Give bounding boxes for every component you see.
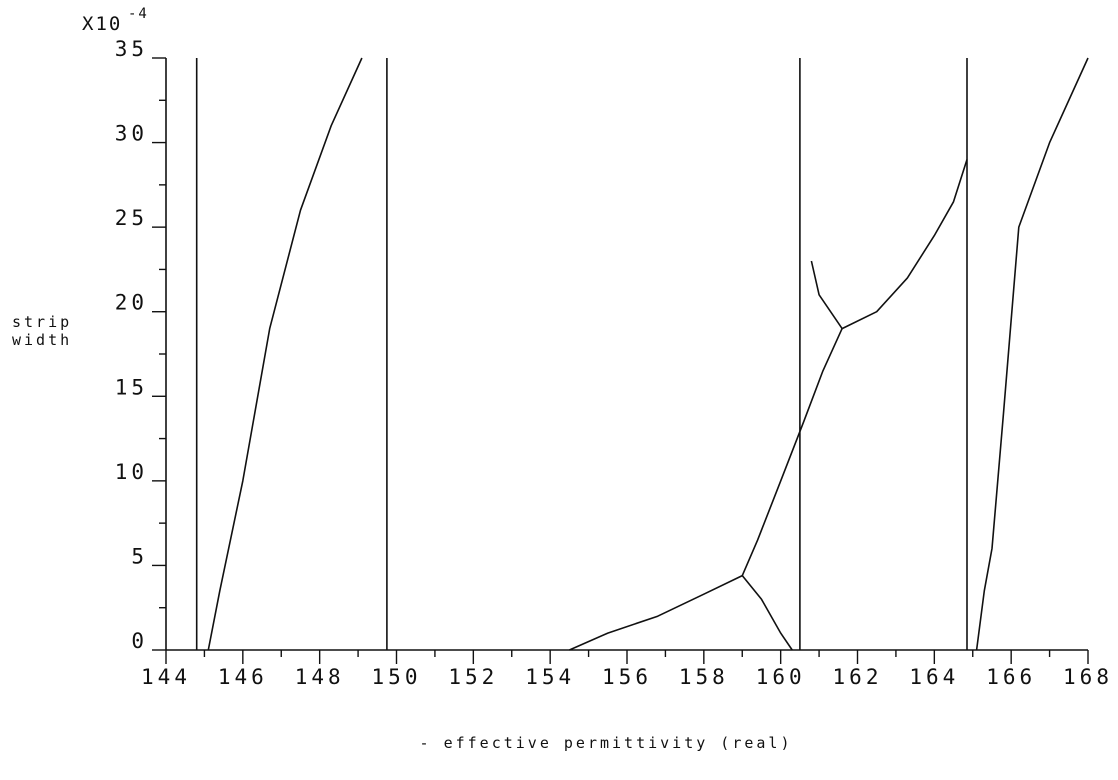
series-line-8 xyxy=(841,159,968,330)
series-line-7 xyxy=(810,260,843,330)
y-tick-label: 25 xyxy=(115,206,148,230)
x-tick-label: 162 xyxy=(833,665,883,689)
y-tick-label: 10 xyxy=(115,460,148,484)
y-tick-label: 20 xyxy=(115,291,148,315)
series-line-2 xyxy=(207,57,363,651)
x-tick-label: 164 xyxy=(909,665,959,689)
y-axis-label-line1: strip xyxy=(12,313,72,331)
x-tick-label: 148 xyxy=(295,665,345,689)
y-tick-label: 0 xyxy=(131,629,148,653)
y-tick-label: 5 xyxy=(131,544,148,568)
x-tick-label: 166 xyxy=(986,665,1036,689)
x-tick-label: 160 xyxy=(756,665,806,689)
x-tick-label: 144 xyxy=(141,665,191,689)
x-tick-label: 156 xyxy=(602,665,652,689)
x-tick-label: 150 xyxy=(372,665,422,689)
y-axis-label-line2: width xyxy=(12,331,72,349)
x-tick-label: 146 xyxy=(218,665,268,689)
x-tick-label: 152 xyxy=(448,665,498,689)
series-line-4 xyxy=(569,574,793,651)
y-tick-label: 15 xyxy=(115,375,148,399)
y-tick-label: 35 xyxy=(115,37,148,61)
x-tick-label: 154 xyxy=(525,665,575,689)
x-axis-label: - effective permittivity (real) xyxy=(420,734,793,752)
y-scale-base: X10 xyxy=(82,13,122,35)
series-line-5 xyxy=(741,328,843,576)
chart-marks xyxy=(195,57,1089,651)
x-axis-ticks: 144 146 148 150 152 154 156 158 160 162 164 166 168 xyxy=(141,650,1113,689)
x-tick-label: 158 xyxy=(679,665,729,689)
x-tick-label: 168 xyxy=(1063,665,1113,689)
series-line-10 xyxy=(975,57,1089,651)
y-tick-label: 30 xyxy=(115,122,148,146)
y-scale-exponent: -4 xyxy=(128,6,149,22)
y-axis-ticks: 0 5 10 15 20 25 30 35 xyxy=(115,37,166,653)
